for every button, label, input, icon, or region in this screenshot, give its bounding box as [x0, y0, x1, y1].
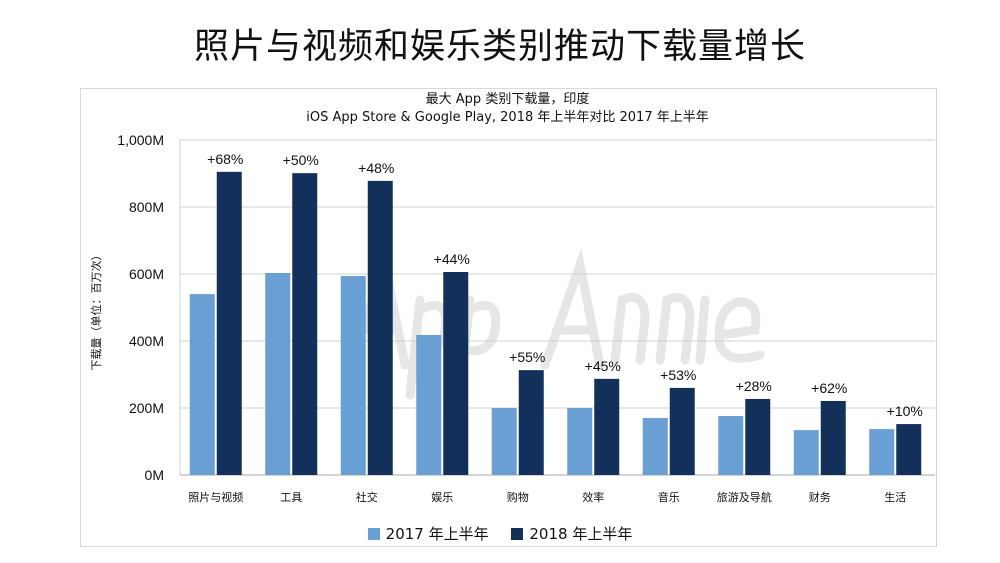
growth-label: +50% [283, 152, 319, 168]
chart-header: 最大 App 类别下载量，印度 iOS App Store & Google P… [80, 91, 935, 127]
bar-2018 [594, 378, 620, 475]
growth-label: +55% [509, 349, 545, 365]
y-tick-label: 800M [129, 199, 164, 215]
growth-label: +44% [434, 251, 470, 267]
bar-2017 [567, 408, 593, 475]
bar-2018 [292, 173, 318, 476]
chart-title: 最大 App 类别下载量，印度 [425, 92, 590, 107]
x-tick-label: 旅游及导航 [717, 490, 772, 504]
y-tick-label: 1,000M [117, 132, 164, 148]
bar-2017 [340, 276, 366, 475]
bar-2017 [491, 408, 517, 475]
bar-2017 [265, 272, 291, 475]
x-tick-label: 照片与视频 [188, 490, 243, 504]
chart-frame [80, 88, 937, 547]
legend-swatch-2018 [511, 527, 524, 540]
growth-label: +53% [660, 367, 696, 383]
bar-2017 [189, 294, 215, 475]
x-tick-label: 工具 [280, 491, 302, 504]
y-axis-label: 下载量（单位：百万次） [89, 250, 103, 371]
slide-title: 照片与视频和娱乐类别推动下载量增长 [193, 27, 806, 67]
legend-label-2017: 2017 年上半年 [385, 525, 489, 543]
x-tick-label: 购物 [507, 490, 529, 504]
bar-2017 [793, 430, 819, 475]
x-tick-label: 音乐 [658, 490, 680, 504]
bar-2017 [642, 418, 668, 475]
y-tick-label: 200M [129, 400, 164, 416]
growth-label: +45% [585, 358, 621, 374]
growth-label: +62% [811, 380, 847, 396]
x-tick-label: 财务 [809, 490, 831, 504]
bar-2018 [216, 171, 242, 475]
legend-item-2018: 2018 年上半年 [511, 523, 632, 544]
growth-label: +28% [736, 378, 772, 394]
watermark-logo [345, 247, 765, 400]
bar-2018 [820, 400, 846, 475]
legend-swatch-2017 [367, 527, 380, 540]
bar-2018 [518, 370, 544, 475]
x-tick-label: 娱乐 [431, 490, 453, 504]
bar-2018 [367, 180, 393, 475]
bar-2018 [745, 398, 771, 475]
y-tick-label: 400M [129, 333, 164, 349]
y-tick-label: 0M [145, 467, 164, 483]
y-tick-label: 600M [129, 266, 164, 282]
x-tick-label: 效率 [582, 490, 604, 504]
growth-label: +10% [887, 403, 923, 419]
bar-2017 [416, 334, 442, 475]
bar-2018 [443, 271, 469, 475]
legend-label-2018: 2018 年上半年 [529, 525, 633, 543]
chart-subtitle: iOS App Store & Google Play, 2018 年上半年对比… [306, 110, 709, 125]
growth-label: +68% [207, 151, 243, 167]
legend-item-2017: 2017 年上半年 [367, 523, 489, 544]
legend: 2017 年上半年 2018 年上半年 [0, 523, 1000, 544]
growth-label: +48% [358, 160, 394, 176]
bar-2018 [669, 387, 695, 475]
bar-2018 [896, 424, 922, 475]
bar-2017 [869, 429, 895, 475]
bar-2017 [718, 416, 744, 475]
x-tick-label: 生活 [884, 490, 906, 504]
x-tick-label: 社交 [356, 490, 378, 504]
